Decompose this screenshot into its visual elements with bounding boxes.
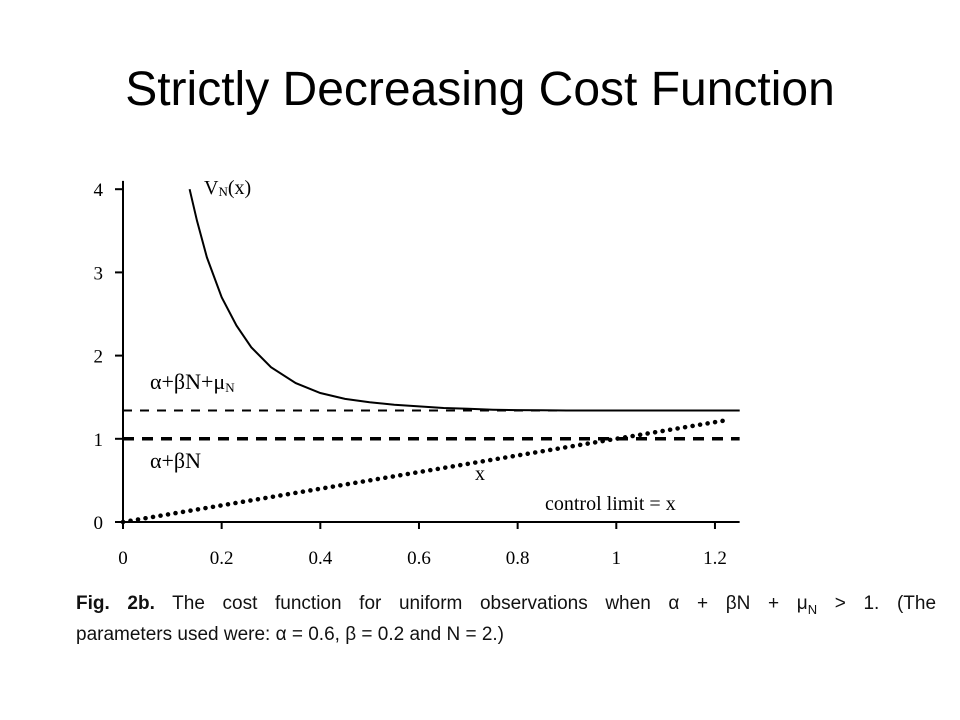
y-tick-label: 4 <box>94 180 104 201</box>
x-tick-label: 0.4 <box>308 548 332 569</box>
caption-line-2: parameters used were: α = 0.6, β = 0.2 a… <box>76 623 505 645</box>
caption-line-1: Fig. 2b. The cost function for uniform o… <box>76 591 936 622</box>
series-x-dotted-line <box>120 418 728 525</box>
x-tick-label: 0 <box>118 548 128 569</box>
axes: 0 0.2 0.4 0.6 0.8 1 1.2 0 1 2 3 4 <box>94 180 740 569</box>
y-tick-label: 1 <box>94 430 104 451</box>
caption-line1-sub: N <box>807 601 818 617</box>
lower-line-label: α+βN <box>150 448 201 473</box>
cost-function-chart: 0 0.2 0.4 0.6 0.8 1 1.2 0 1 2 3 4 VN(x) α+βN+μN α+β… <box>94 177 740 569</box>
upper-line-label: α+βN+μN <box>150 369 235 395</box>
x-tick-label: 0.6 <box>407 548 431 569</box>
y-tick-label: 3 <box>94 263 104 284</box>
curve-label: VN(x) <box>204 177 251 199</box>
x-tick-label: 1 <box>612 548 622 569</box>
annotations: VN(x) α+βN+μN α+βN x control limit = x <box>150 177 676 515</box>
caption-line1-tail: > 1. (The <box>834 593 937 614</box>
y-tick-label: 2 <box>94 347 104 368</box>
x-tick-label: 0.8 <box>506 548 530 569</box>
series-vn-curve <box>188 188 740 412</box>
x-tick-label: 1.2 <box>703 548 727 569</box>
x-tick-label: 0.2 <box>210 548 234 569</box>
control-limit-label: control limit = x <box>545 493 676 515</box>
caption-line1-text: The cost function for uniform observatio… <box>172 593 808 614</box>
series <box>120 188 740 525</box>
diagonal-label: x <box>475 463 485 485</box>
slide-title: Strictly Decreasing Cost Function <box>125 63 835 116</box>
caption-fig-label: Fig. 2b. <box>76 593 155 614</box>
figure-caption: Fig. 2b. The cost function for uniform o… <box>76 591 936 647</box>
y-tick-label: 0 <box>94 513 104 534</box>
